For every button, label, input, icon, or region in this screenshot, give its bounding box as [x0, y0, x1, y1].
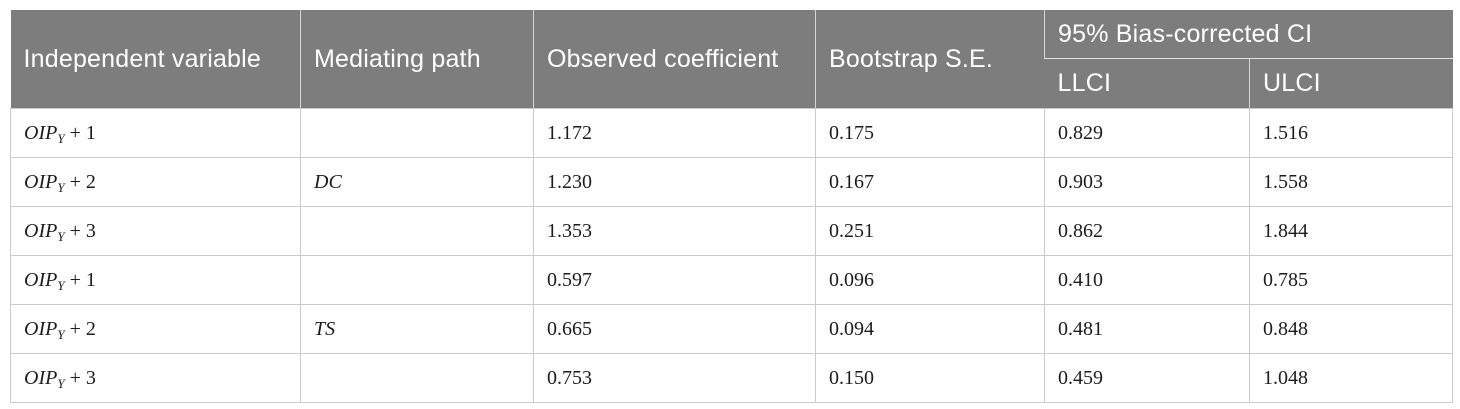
results-table-container: Independent variable Mediating path Obse… — [10, 10, 1453, 403]
cell-observed-coefficient: 1.230 — [533, 157, 816, 207]
header-row-top: Independent variable Mediating path Obse… — [10, 10, 1453, 109]
table-row: OIPY + 2 TS 0.665 0.094 0.481 0.848 — [10, 304, 1453, 354]
mediator-label: DC — [314, 170, 342, 193]
header-mediating-path: Mediating path — [300, 10, 534, 109]
table-row: OIPY + 2 DC 1.230 0.167 0.903 1.558 — [10, 157, 1453, 207]
cell-mediating-path — [300, 108, 534, 158]
cell-mediating-path: TS — [300, 304, 534, 354]
cell-observed-coefficient: 0.665 — [533, 304, 816, 354]
header-observed-coefficient: Observed coefficient — [533, 10, 816, 109]
iv-label: OIP — [24, 268, 58, 291]
cell-bootstrap-se: 0.096 — [815, 255, 1045, 305]
cell-mediating-path: DC — [300, 157, 534, 207]
iv-label: OIP — [24, 366, 58, 389]
iv-suffix: + 3 — [64, 219, 96, 242]
iv-label: OIP — [24, 170, 58, 193]
iv-suffix: + 1 — [64, 268, 96, 291]
iv-subscript: Y — [57, 277, 65, 293]
cell-llci: 0.903 — [1044, 157, 1250, 207]
iv-subscript: Y — [57, 179, 65, 195]
header-llci: LLCI — [1044, 58, 1250, 109]
cell-ulci: 0.785 — [1249, 255, 1453, 305]
cell-ulci: 0.848 — [1249, 304, 1453, 354]
cell-independent-variable: OIPY + 1 — [10, 255, 301, 305]
cell-mediating-path — [300, 353, 534, 403]
iv-suffix: + 2 — [64, 317, 96, 340]
iv-label: OIP — [24, 317, 58, 340]
cell-independent-variable: OIPY + 2 — [10, 304, 301, 354]
cell-ulci: 1.516 — [1249, 108, 1453, 158]
iv-label: OIP — [24, 121, 58, 144]
cell-independent-variable: OIPY + 3 — [10, 353, 301, 403]
iv-suffix: + 1 — [64, 121, 96, 144]
cell-observed-coefficient: 1.353 — [533, 206, 816, 256]
cell-ulci: 1.844 — [1249, 206, 1453, 256]
iv-suffix: + 2 — [64, 170, 96, 193]
cell-llci: 0.829 — [1044, 108, 1250, 158]
cell-ulci: 1.048 — [1249, 353, 1453, 403]
table-row: OIPY + 1 0.597 0.096 0.410 0.785 — [10, 255, 1453, 305]
cell-observed-coefficient: 0.753 — [533, 353, 816, 403]
cell-bootstrap-se: 0.094 — [815, 304, 1045, 354]
table-row: OIPY + 1 1.172 0.175 0.829 1.516 — [10, 108, 1453, 158]
cell-independent-variable: OIPY + 1 — [10, 108, 301, 158]
iv-suffix: + 3 — [64, 366, 96, 389]
cell-llci: 0.862 — [1044, 206, 1250, 256]
cell-observed-coefficient: 1.172 — [533, 108, 816, 158]
iv-subscript: Y — [57, 375, 65, 391]
cell-bootstrap-se: 0.175 — [815, 108, 1045, 158]
cell-mediating-path — [300, 255, 534, 305]
table-row: OIPY + 3 1.353 0.251 0.862 1.844 — [10, 206, 1453, 256]
mediation-results-table: Independent variable Mediating path Obse… — [10, 10, 1453, 403]
header-ulci: ULCI — [1249, 58, 1453, 109]
cell-llci: 0.459 — [1044, 353, 1250, 403]
iv-subscript: Y — [57, 130, 65, 146]
cell-mediating-path — [300, 206, 534, 256]
cell-independent-variable: OIPY + 3 — [10, 206, 301, 256]
cell-bootstrap-se: 0.167 — [815, 157, 1045, 207]
cell-observed-coefficient: 0.597 — [533, 255, 816, 305]
iv-subscript: Y — [57, 228, 65, 244]
table-body: OIPY + 1 1.172 0.175 0.829 1.516 OIPY + … — [10, 108, 1453, 403]
header-bootstrap-se: Bootstrap S.E. — [815, 10, 1045, 109]
cell-bootstrap-se: 0.150 — [815, 353, 1045, 403]
table-row: OIPY + 3 0.753 0.150 0.459 1.048 — [10, 353, 1453, 403]
cell-llci: 0.410 — [1044, 255, 1250, 305]
cell-ulci: 1.558 — [1249, 157, 1453, 207]
table-header: Independent variable Mediating path Obse… — [10, 10, 1453, 109]
cell-llci: 0.481 — [1044, 304, 1250, 354]
iv-label: OIP — [24, 219, 58, 242]
cell-independent-variable: OIPY + 2 — [10, 157, 301, 207]
header-ci-group: 95% Bias-corrected CI — [1044, 10, 1453, 59]
header-independent-variable: Independent variable — [10, 10, 301, 109]
iv-subscript: Y — [57, 326, 65, 342]
cell-bootstrap-se: 0.251 — [815, 206, 1045, 256]
mediator-label: TS — [314, 317, 336, 340]
